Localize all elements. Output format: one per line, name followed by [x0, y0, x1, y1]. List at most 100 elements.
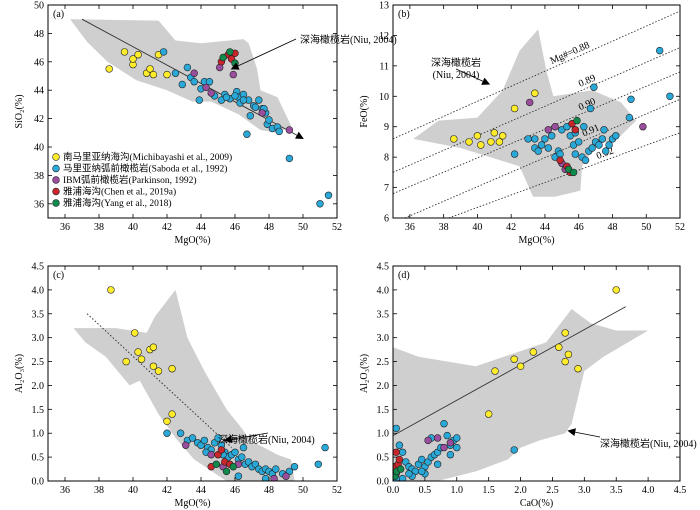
x-tick-label: 38 [94, 485, 104, 496]
data-point [243, 130, 251, 138]
data-point [534, 147, 542, 155]
data-point [491, 367, 499, 375]
data-point [556, 156, 564, 164]
data-point [418, 467, 426, 476]
data-point [393, 424, 400, 433]
plot-frame [392, 4, 681, 219]
legend-marker [52, 176, 60, 184]
data-point [580, 122, 588, 131]
data-point [525, 98, 534, 107]
data-point [290, 463, 299, 471]
y-tick-label: 8 [384, 153, 389, 164]
data-point [547, 132, 556, 140]
data-point [561, 357, 569, 366]
data-point [163, 429, 171, 437]
data-point [270, 474, 278, 481]
data-point [395, 455, 404, 464]
mg-line [448, 132, 680, 218]
data-point [231, 92, 239, 100]
trend-line [86, 313, 232, 448]
data-point [573, 116, 581, 125]
x-tick-label: 40 [128, 222, 138, 233]
mg-line-label: Mg#=0.88 [549, 40, 592, 67]
legend-label: 南马里亚纳海沟(Michibayashi et al., 2009) [63, 151, 232, 163]
x-tick-label: 0.5 [419, 485, 432, 496]
data-point [586, 104, 595, 113]
y-tick-label: 12 [379, 31, 389, 42]
data-point [238, 453, 246, 461]
data-point [666, 92, 674, 101]
y-tick-label: 0.0 [377, 477, 390, 488]
data-point [134, 50, 142, 59]
x-axis-label: MgO(%) [518, 235, 554, 246]
data-point [149, 343, 158, 351]
data-point [120, 48, 129, 56]
y-tick-label: 46 [34, 57, 44, 68]
data-point [499, 132, 507, 140]
annotation-arrow [223, 432, 269, 444]
data-point [612, 286, 620, 294]
data-point [569, 168, 578, 177]
data-point [524, 135, 532, 143]
data-point [537, 141, 546, 149]
data-point [544, 126, 552, 134]
data-point [182, 441, 190, 449]
field-annotation: (Niu, 2004) [433, 70, 480, 81]
x-tick-label: 36 [405, 222, 415, 233]
field-annotation: 深海橄榄岩 [431, 56, 481, 69]
y-tick-label: 6 [384, 214, 389, 225]
data-point [251, 103, 260, 111]
y-tick-label: 50 [34, 1, 44, 12]
data-point [239, 443, 248, 452]
y-axis-label: FeO(%) [359, 95, 370, 127]
data-point [600, 126, 608, 134]
data-point [159, 48, 168, 56]
mg-line [404, 98, 680, 218]
data-point [418, 455, 426, 464]
data-point [212, 460, 221, 468]
x-tick-label: 42 [162, 485, 172, 496]
data-point [229, 70, 238, 79]
y-tick-label: 4.5 [32, 262, 45, 273]
data-point [171, 69, 180, 77]
panel-label: (b) [398, 9, 410, 20]
y-tick-label: 38 [34, 171, 44, 182]
data-point [433, 460, 442, 468]
field-annotation: 深海橄榄岩(Niu, 2004) [218, 433, 315, 446]
x-tick-label: 44 [540, 222, 550, 233]
data-point [246, 112, 255, 120]
data-point [571, 150, 579, 158]
x-tick-label: 38 [439, 222, 449, 233]
data-point [529, 348, 537, 356]
data-point [531, 135, 539, 143]
data-point [168, 365, 176, 373]
data-point [397, 465, 405, 473]
data-point [226, 48, 234, 56]
data-point [231, 448, 239, 456]
x-tick-label: 2.0 [514, 485, 527, 496]
legend-label: 雅浦海沟(Chen et al., 2019a) [63, 186, 176, 198]
data-point [258, 109, 266, 117]
data-point [149, 362, 158, 370]
data-point [443, 431, 451, 440]
legend-marker [52, 199, 60, 207]
y-axis-label: Al₂O₃(%) [359, 354, 370, 393]
data-point [200, 436, 209, 445]
field-polygon [70, 19, 292, 133]
x-tick-label: 3.0 [578, 485, 591, 496]
data-point [205, 77, 214, 86]
panel-b: Mg#=0.880.890.900.910.923638404244464850… [359, 1, 685, 247]
data-point [453, 434, 461, 442]
data-point [510, 355, 518, 363]
data-point [510, 446, 518, 454]
data-point [516, 362, 525, 370]
data-point [393, 448, 400, 456]
data-point [440, 420, 448, 428]
data-point [239, 96, 248, 104]
data-point [574, 138, 583, 146]
y-tick-label: 3.0 [377, 333, 390, 344]
x-tick-label: 46 [230, 485, 240, 496]
x-tick-label: 48 [264, 485, 274, 496]
data-point [555, 343, 563, 351]
data-point [282, 472, 290, 480]
